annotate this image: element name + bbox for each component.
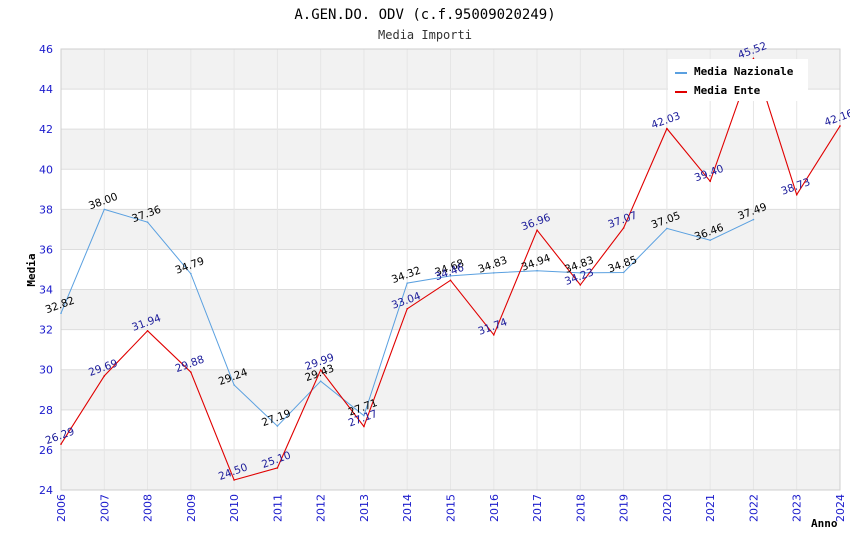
data-label-media-ente: 38.73 [780,176,812,198]
data-point-media-ente [60,443,62,445]
x-tick-label: 2017 [531,494,544,522]
x-tick-label: 2008 [142,494,155,522]
x-tick-label: 2012 [315,494,328,522]
x-tick-label: 2020 [661,494,674,522]
x-tick-label: 2007 [98,494,111,522]
x-tick-label: 2014 [401,494,414,522]
data-point-media-ente [146,330,149,332]
data-point-media-nazionale [276,425,279,427]
y-tick-label: 30 [39,364,53,377]
data-point-media-nazionale [536,269,538,272]
x-axis-label: Anno [811,517,838,530]
data-point-media-nazionale [406,282,409,284]
data-point-media-ente [103,375,106,377]
chart-title: A.GEN.DO. ODV (c.f.95009020249) [294,7,555,23]
data-point-media-nazionale [666,227,668,230]
legend: Media Nazionale Media Ente [668,59,808,101]
data-point-media-nazionale [103,208,106,211]
data-label-media-nazionale: 34.32 [390,265,422,287]
data-point-media-ente [406,307,409,310]
data-label-media-ente: 42.16 [823,107,850,129]
x-tick-label: 2024 [834,494,847,522]
x-tick-label: 2011 [271,494,284,522]
y-tick-label: 46 [39,43,53,56]
data-point-media-ente [709,180,711,183]
y-tick-label: 44 [39,83,53,96]
chart-subtitle: Media Importi [378,28,472,42]
data-point-media-ente [666,127,668,130]
y-tick-label: 42 [39,123,53,136]
data-point-media-nazionale [622,271,625,274]
data-label-media-ente: 42.03 [650,110,682,132]
data-labels: 32.8238.0037.3634.7929.2427.1929.4327.71… [44,40,850,483]
x-tick-label: 2009 [185,494,198,522]
legend-box [668,59,808,101]
x-tick-label: 2021 [704,494,717,522]
data-point-media-nazionale [190,272,192,275]
data-point-media-nazionale [449,275,452,277]
y-tick-label: 28 [39,404,53,417]
y-axis-label: Media [25,253,38,286]
data-point-media-nazionale [709,239,711,242]
data-point-media-ente [839,125,841,127]
x-tick-label: 2013 [358,494,371,522]
data-point-media-ente [449,279,452,282]
x-tick-label: 2016 [488,494,501,522]
y-tick-label: 32 [39,324,53,337]
data-point-media-ente [795,193,798,196]
x-tick-label: 2022 [747,494,760,522]
data-point-media-nazionale [492,272,495,274]
x-tick-label: 2015 [445,494,458,522]
data-point-media-ente [190,371,192,373]
legend-label-media-ente: Media Ente [694,84,761,97]
data-point-media-nazionale [579,272,582,274]
y-tick-label: 36 [39,243,53,256]
data-point-media-nazionale [146,221,149,223]
data-point-media-nazionale [363,414,365,417]
data-point-media-ente [579,284,582,286]
y-tick-label: 40 [39,163,53,176]
x-tick-label: 2023 [791,494,804,522]
y-tick-labels: 24 26 28 30 32 34 36 38 40 42 44 46 [39,43,53,497]
data-point-media-ente [276,467,279,469]
data-point-media-ente [492,334,495,336]
y-tick-label: 24 [39,484,53,497]
data-point-media-nazionale [233,384,235,386]
data-point-media-nazionale [60,312,62,314]
y-tick-label: 26 [39,444,53,457]
y-tick-label: 34 [39,284,53,297]
series-layer [60,56,841,481]
x-tick-label: 2019 [618,494,631,522]
data-point-media-nazionale [752,218,755,221]
y-tick-label: 38 [39,203,53,216]
legend-label-media-nazionale: Media Nazionale [694,65,794,78]
x-tick-labels: 2006 2007 2008 2009 2010 2011 2012 2013 2014 2015… [55,494,847,522]
data-point-media-nazionale [319,380,322,382]
data-point-media-ente [536,229,538,232]
x-tick-label: 2006 [55,494,68,522]
x-tick-label: 2010 [228,494,241,522]
data-point-media-ente [363,425,365,428]
data-point-media-ente [622,227,625,229]
plot-frame [60,48,841,491]
x-tick-label: 2018 [574,494,587,522]
data-point-media-ente [233,479,235,481]
data-point-media-ente [319,369,322,371]
